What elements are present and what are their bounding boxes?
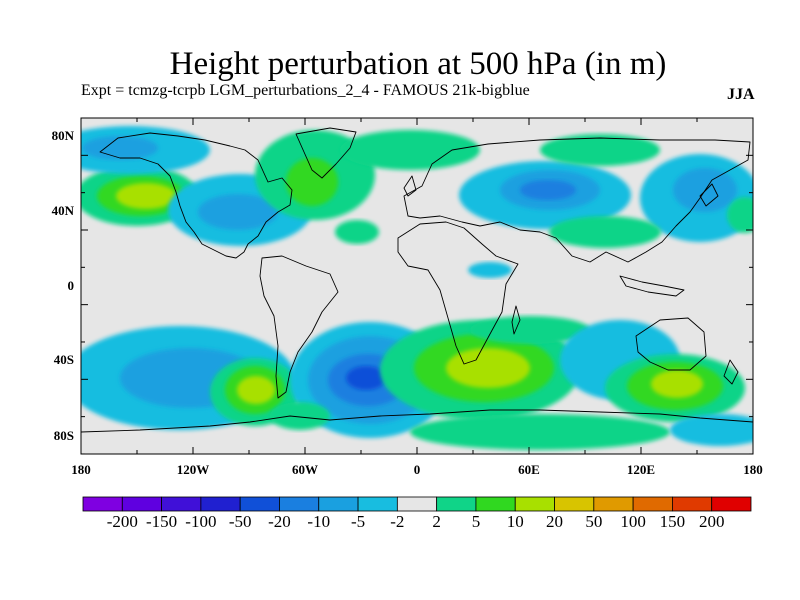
japan-coast <box>699 183 719 207</box>
contour-region <box>549 216 661 248</box>
lon-tick-label: 180 <box>71 462 91 477</box>
plot-title: Height perturbation at 500 hPa (in m) <box>169 46 667 82</box>
contour-region <box>651 370 703 398</box>
lat-tick-label: 40N <box>51 203 74 218</box>
coastlines <box>81 127 753 433</box>
colorbar-swatch <box>593 496 634 512</box>
contour-region <box>346 366 386 390</box>
colorbar-swatch <box>396 496 438 512</box>
colorbar-label: 100 <box>620 512 646 531</box>
colorbar-swatch <box>318 496 359 512</box>
colorbar-label: 10 <box>506 512 524 531</box>
colorbar-label: -5 <box>350 512 366 531</box>
madagascar-coast <box>511 305 521 335</box>
contour-region <box>82 136 158 160</box>
contour-region <box>340 130 480 170</box>
colorbar-label: 50 <box>585 512 603 531</box>
lon-tick-label: 120E <box>626 462 656 477</box>
colorbar-label: -100 <box>185 512 217 531</box>
perturbation-fields <box>81 126 753 450</box>
colorbar-swatch <box>475 496 516 512</box>
colorbar <box>82 496 752 512</box>
uk-coast <box>403 175 417 197</box>
colorbar-label: 200 <box>698 512 725 531</box>
lon-tick-label: 60W <box>292 462 318 477</box>
contour-region <box>727 197 753 233</box>
colorbar-swatch <box>161 496 202 512</box>
contour-region <box>237 376 275 404</box>
axis-ticks <box>80 117 754 455</box>
colorbar-swatch <box>357 496 398 512</box>
colorbar-swatch <box>514 496 555 512</box>
colorbar-swatch <box>82 496 123 512</box>
experiment-subtitle: Expt = tcmzg-tcrpb LGM_perturbations_2_4… <box>81 82 530 99</box>
contour-region <box>540 134 660 166</box>
lon-tick-label: 60E <box>518 462 540 477</box>
lon-tick-label: 120W <box>176 462 210 477</box>
colorbar-label: -50 <box>228 512 252 531</box>
colorbar-swatch <box>672 496 713 512</box>
lat-tick-label: 0 <box>67 278 75 293</box>
lon-tick-label: 180 <box>743 462 763 477</box>
lat-tick-label: 40S <box>53 352 74 367</box>
lat-tick-label: 80N <box>51 128 74 143</box>
contour-region <box>410 414 670 450</box>
season-label: JJA <box>727 86 755 103</box>
colorbar-label: -150 <box>145 512 178 531</box>
indonesia-coast <box>619 275 685 297</box>
eurasia-coast <box>403 137 751 263</box>
new-zealand-coast <box>723 359 739 385</box>
antarctica-coast <box>81 409 753 433</box>
colorbar-label: 2 <box>432 512 441 531</box>
lat-tick-label: 80S <box>53 428 74 443</box>
colorbar-swatch <box>279 496 320 512</box>
greenland-coast <box>295 127 357 179</box>
colorbar-swatch <box>632 496 673 512</box>
colorbar-label: 150 <box>659 512 686 531</box>
colorbar-swatch <box>200 496 241 512</box>
colorbar-label: -10 <box>307 512 331 531</box>
australia-coast <box>635 317 707 371</box>
colorbar-label: -2 <box>390 512 405 531</box>
contour-region <box>670 414 753 446</box>
contour-region <box>335 220 379 244</box>
contour-region <box>470 316 590 344</box>
contour-region <box>446 348 530 388</box>
north-america-coast <box>99 132 293 259</box>
contour-region <box>468 262 512 278</box>
contour-region <box>198 194 278 230</box>
south-america-coast <box>259 255 339 399</box>
colorbar-swatch <box>239 496 280 512</box>
colorbar-swatch <box>121 496 162 512</box>
colorbar-swatch <box>436 496 477 512</box>
colorbar-label: -20 <box>268 512 291 531</box>
contour-region <box>286 158 338 206</box>
colorbar-swatch <box>711 496 752 512</box>
colorbar-label: -200 <box>106 512 138 531</box>
contour-region <box>520 180 576 200</box>
contour-region <box>116 183 176 209</box>
contour-region <box>270 402 330 430</box>
colorbar-swatch <box>554 496 595 512</box>
colorbar-label: 5 <box>471 512 481 531</box>
africa-coast <box>397 221 519 365</box>
colorbar-label: 20 <box>546 512 564 531</box>
lon-tick-label: 0 <box>413 462 421 477</box>
